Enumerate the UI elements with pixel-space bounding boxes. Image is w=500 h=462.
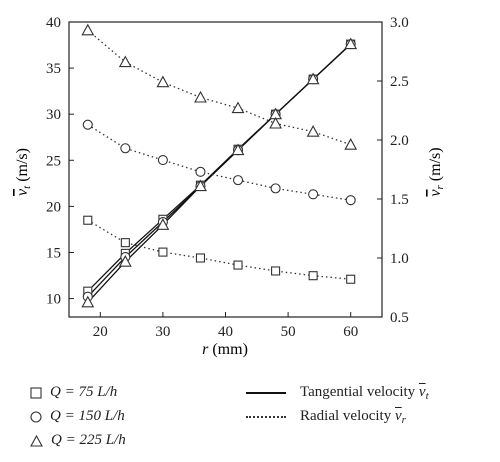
y-left-tick-label: 15 — [46, 245, 61, 261]
point-circle — [82, 119, 93, 130]
x-tick-label: 20 — [93, 324, 108, 340]
radial-line-triangle — [87, 29, 351, 146]
y-right-tick-label: 1.5 — [390, 192, 409, 208]
point-triangle — [194, 179, 207, 192]
point-square — [233, 260, 243, 270]
y-right-tick-label: 2.0 — [390, 133, 409, 149]
legend-item-q225: Q = 225 L/h — [30, 432, 126, 449]
point-circle — [120, 143, 131, 154]
point-triangle — [118, 55, 132, 68]
x-axis: 20 30 40 50 60 — [93, 312, 358, 340]
x-tick-label: 50 — [281, 324, 296, 340]
point-triangle — [156, 218, 170, 230]
point-circle — [345, 195, 356, 206]
point-triangle — [194, 90, 207, 103]
y-right-tick-label: 3.0 — [390, 15, 409, 31]
point-triangle — [156, 75, 170, 88]
y-left-tick-label: 40 — [46, 15, 61, 31]
y-left-tick-label: 35 — [46, 61, 61, 77]
y-axis-left: 10 15 20 25 30 35 40 — [46, 15, 74, 308]
triangle-marker-icon — [30, 434, 43, 447]
y-axis-right-label: vr (m/s) — [427, 147, 446, 196]
point-square — [83, 215, 93, 225]
point-triangle — [81, 295, 95, 308]
point-triangle — [118, 255, 132, 267]
point-square — [346, 274, 356, 284]
y-axis-left-label: vt (m/s) — [14, 148, 33, 196]
y-axis-right: 0.5 1.0 1.5 2.0 2.5 3.0 — [377, 15, 409, 326]
dotted-line-icon — [246, 415, 286, 418]
point-square — [120, 238, 130, 248]
legend-item-radial: Radial velocity vr — [246, 408, 406, 426]
point-triangle — [306, 125, 320, 137]
radial-line-circle — [87, 124, 351, 201]
x-tick-label: 30 — [155, 324, 170, 340]
y-right-tick-label: 2.5 — [390, 74, 409, 90]
point-square — [195, 253, 206, 263]
svg-text:vr (m/s): vr (m/s) — [427, 147, 446, 196]
point-square — [158, 247, 168, 257]
circle-marker-icon — [30, 411, 42, 423]
solid-line-icon — [246, 391, 286, 394]
point-circle — [195, 166, 206, 177]
legend-item-tangential: Tangential velocity vt — [246, 384, 429, 402]
y-left-tick-label: 20 — [46, 199, 61, 215]
marker-layer — [81, 23, 358, 308]
square-marker-icon — [30, 387, 42, 399]
x-tick-label: 40 — [218, 324, 233, 340]
point-circle — [157, 155, 168, 166]
x-axis-label: r (mm) — [202, 341, 248, 358]
point-triangle — [344, 37, 358, 50]
y-left-tick-label: 25 — [46, 153, 61, 169]
point-triangle — [231, 143, 245, 156]
point-triangle — [269, 116, 283, 129]
y-left-tick-label: 10 — [46, 292, 61, 308]
point-square — [271, 266, 281, 276]
point-circle — [308, 189, 319, 200]
tangential-line-triangle — [87, 43, 352, 303]
point-triangle — [344, 138, 358, 150]
y-left-tick-label: 30 — [46, 107, 61, 123]
point-triangle — [306, 72, 320, 85]
legend-item-q150: Q = 150 L/h — [30, 408, 125, 425]
point-circle — [232, 175, 244, 186]
x-tick-label: 60 — [343, 324, 358, 340]
legend-item-q75: Q = 75 L/h — [30, 384, 117, 401]
point-triangle — [231, 101, 245, 114]
y-right-tick-label: 1.0 — [390, 251, 409, 267]
radial-line-square — [87, 219, 351, 280]
point-triangle — [81, 23, 95, 36]
point-circle — [270, 183, 281, 194]
chart: 20 30 40 50 60 10 15 20 25 30 35 40 0.5 1.0 1.5 2.0 2.… — [14, 15, 446, 358]
y-right-tick-label: 0.5 — [390, 310, 409, 326]
point-square — [308, 271, 318, 281]
series-layer — [87, 29, 352, 303]
svg-text:vt (m/s): vt (m/s) — [14, 148, 33, 196]
